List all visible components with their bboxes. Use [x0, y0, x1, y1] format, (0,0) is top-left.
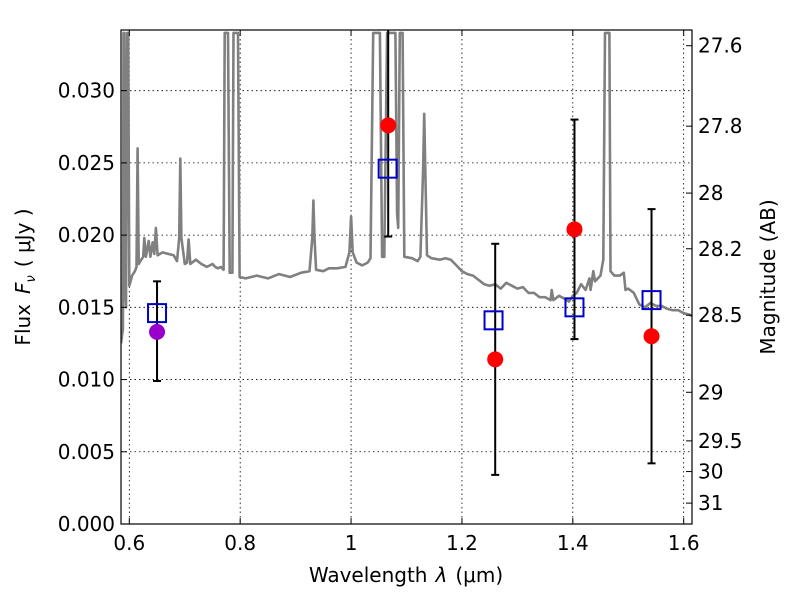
x-tick-label: 0.8: [224, 531, 256, 555]
model-flux-marker: [564, 297, 585, 318]
model-flux-markers: [147, 158, 662, 331]
y2-tick-label: 30: [698, 460, 723, 484]
y-axis-label: FluxFν( μJy ): [11, 208, 39, 345]
model-flux-marker: [641, 290, 662, 311]
axis-ticks: [121, 30, 692, 525]
y-tick-label: 0.000: [58, 512, 115, 536]
y2-tick-label: 29.5: [698, 429, 743, 453]
model-flux-marker: [147, 303, 168, 324]
y2-axis-label: Magnitude (AB): [756, 199, 780, 354]
y-tick-label: 0.020: [58, 223, 115, 247]
y2-tick-label: 28.5: [698, 303, 743, 327]
y2-tick-label: 31: [698, 491, 723, 515]
spectrum-line: [121, 31, 692, 344]
observed-flux-point: [380, 117, 397, 134]
observed-flux-point: [643, 328, 660, 345]
y-tick-label: 0.025: [58, 151, 115, 175]
observed-flux-point: [566, 221, 583, 238]
model-flux-marker: [377, 158, 398, 179]
y2-tick-label: 28: [698, 181, 723, 205]
y-tick-label: 0.005: [58, 440, 115, 464]
observed-flux-point: [149, 323, 166, 340]
template-spectrum: [121, 31, 692, 344]
plot-frame: [120, 29, 693, 525]
x-tick-labels: 0.6 0.8 1 1.2 1.4 1.6: [113, 531, 699, 555]
x-tick-label: 1.6: [668, 531, 700, 555]
model-flux-marker: [483, 310, 504, 331]
y2-tick-label: 29: [698, 380, 723, 404]
y2-tick-labels: 27.6 27.8 28 28.2 28.5 29 29.5 30 31: [698, 34, 743, 515]
y-tick-labels: 0.000 0.005 0.010 0.015 0.020 0.025 0.030: [58, 79, 115, 536]
y-tick-label: 0.015: [58, 295, 115, 319]
x-tick-label: 1.4: [557, 531, 589, 555]
observed-flux-point: [487, 351, 504, 368]
y2-tick-label: 27.8: [698, 114, 743, 138]
y-tick-label: 0.010: [58, 368, 115, 392]
x-axis-label: Wavelength λ (μm): [309, 563, 503, 587]
y2-tick-label: 27.6: [698, 34, 743, 58]
grid-lines: [121, 30, 692, 525]
x-tick-label: 1: [345, 531, 358, 555]
observed-flux-markers: [149, 117, 660, 368]
x-tick-label: 1.2: [446, 531, 478, 555]
y-tick-label: 0.030: [58, 79, 115, 103]
x-tick-label: 0.6: [113, 531, 145, 555]
y2-tick-label: 28.2: [698, 237, 743, 261]
